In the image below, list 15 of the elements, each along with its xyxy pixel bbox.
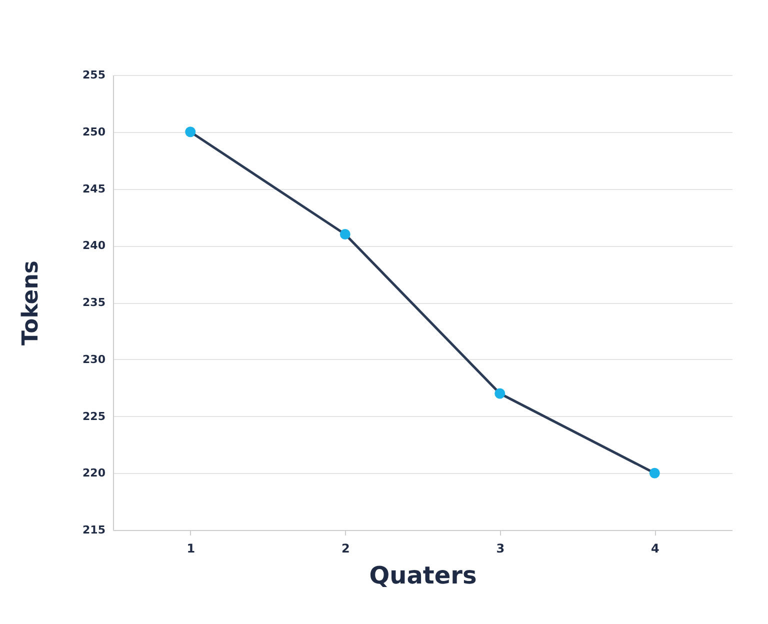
x-tick-label: 4 (650, 542, 660, 556)
y-tick-label: 240 (82, 239, 106, 252)
y-tick-label: 245 (82, 182, 106, 196)
y-tick-label: 225 (82, 410, 106, 423)
x-axis-title: Quaters (369, 562, 477, 590)
x-tick-label: 2 (341, 542, 350, 556)
y-tick-label: 215 (82, 524, 106, 536)
y-tick-label: 250 (82, 125, 106, 138)
y-tick-label: 255 (82, 68, 106, 82)
y-tick-label: 235 (82, 296, 106, 309)
y-axis-title: Tokens (18, 260, 44, 346)
x-tick-label: 3 (496, 542, 505, 556)
y-tick-label: 230 (82, 352, 106, 366)
x-tick-label: 1 (186, 542, 196, 556)
y-tick-label: 220 (82, 466, 106, 480)
